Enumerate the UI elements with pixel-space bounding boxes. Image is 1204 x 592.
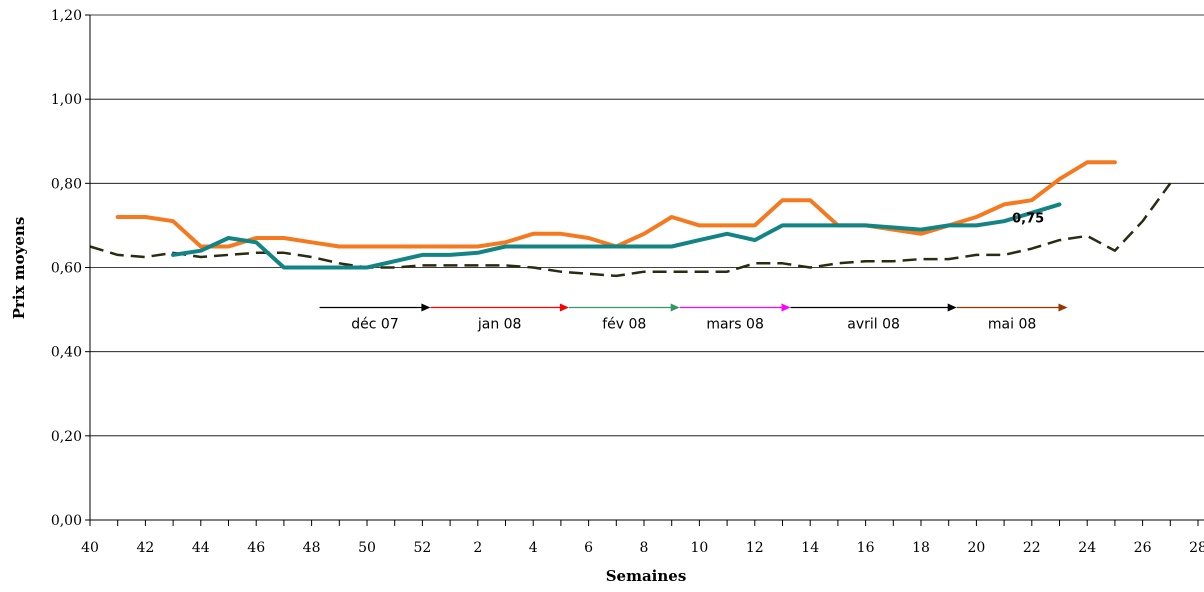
month-arrow-head (781, 303, 791, 312)
month-arrow-head (421, 303, 431, 312)
x-tick-label: 28 (1189, 540, 1204, 556)
y-tick-label: 1,20 (51, 8, 82, 24)
x-tick-label: 8 (640, 540, 649, 556)
x-tick-label: 40 (81, 540, 99, 556)
x-tick-label: 4 (529, 540, 538, 556)
month-label: jan 08 (477, 316, 522, 332)
x-tick-label: 44 (192, 540, 210, 556)
x-tick-label: 50 (358, 540, 376, 556)
x-tick-label: 18 (912, 540, 930, 556)
y-tick-label: 0,00 (51, 513, 82, 529)
y-tick-label: 1,00 (51, 92, 82, 108)
x-tick-label: 20 (967, 540, 985, 556)
month-label: déc 07 (351, 316, 398, 332)
series-line-1 (115, 160, 1117, 249)
x-tick-label: 22 (1023, 540, 1041, 556)
month-label: mai 08 (988, 316, 1036, 332)
month-label: fév 08 (602, 316, 646, 332)
y-tick-label: 0,80 (51, 176, 82, 192)
series-layer (89, 160, 1172, 278)
x-axis-title: Semaines (606, 567, 687, 585)
x-tick-label: 2 (473, 540, 482, 556)
y-tick-label: 0,20 (51, 429, 82, 445)
series-line-3 (89, 182, 1172, 278)
month-arrow-head (947, 303, 957, 312)
series-line-2 (171, 202, 1062, 270)
y-tick-label: 0,40 (51, 345, 82, 361)
month-arrow-head (1058, 303, 1068, 312)
x-tick-label: 52 (413, 540, 431, 556)
x-tick-label: 48 (303, 540, 321, 556)
x-tick-label: 26 (1134, 540, 1152, 556)
month-arrows: déc 07 jan 08 fév 08 mars 08 avril 08 mai 08 (319, 303, 1068, 332)
y-tick-label: 0,60 (51, 261, 82, 277)
x-tick-label: 10 (690, 540, 708, 556)
x-tick-label: 14 (801, 540, 819, 556)
y-tick-labels: 0,00 0,20 0,40 0,60 0,80 1,00 1,20 (51, 8, 82, 529)
y-axis-title: Prix moyens (10, 217, 28, 320)
grid-lines (85, 14, 1204, 521)
x-tick-label: 6 (584, 540, 593, 556)
x-tick-labels: 40 42 44 46 48 50 52 2 4 6 8 10 12 14 16 18 20 22 24 26 28 (81, 540, 1204, 556)
month-arrow-head (670, 303, 680, 312)
x-tick-label: 42 (136, 540, 154, 556)
month-label: mars 08 (706, 316, 764, 332)
value-label-last: 0,75 (1012, 211, 1044, 226)
x-tick-label: 24 (1078, 540, 1096, 556)
month-arrow-head (559, 303, 569, 312)
month-label: avril 08 (847, 316, 900, 332)
x-tick-label: 16 (857, 540, 875, 556)
x-tick-label: 46 (247, 540, 265, 556)
axes (89, 15, 1204, 526)
x-tick-label: 12 (746, 540, 764, 556)
